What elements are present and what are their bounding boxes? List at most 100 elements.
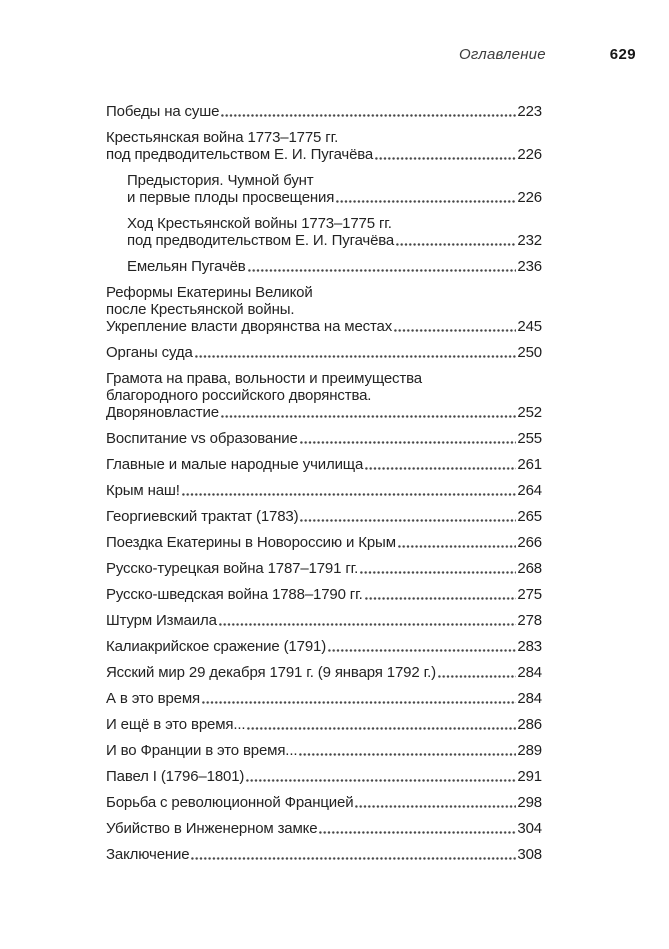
toc-entry-line: Органы суда 250	[106, 344, 542, 361]
toc-entry-line: и первые плоды просвещения 226	[127, 189, 542, 206]
toc-entry-title: Убийство в Инженерном замке	[106, 820, 318, 837]
toc-entry-line: Емельян Пугачёв 236	[127, 258, 542, 275]
toc-entry: Реформы Екатерины Великой после Крестьянс…	[106, 284, 542, 335]
dot-leader	[247, 726, 517, 730]
toc-entry-page: 291	[517, 768, 542, 785]
toc-entry-title: Реформы Екатерины Великой	[106, 284, 313, 301]
toc-entry-title: Органы суда	[106, 344, 193, 361]
dot-leader	[220, 414, 517, 418]
toc-entry-title: Грамота на права, вольности и преимущест…	[106, 370, 422, 387]
toc-entry: Русско-турецкая война 1787–1791 гг. 268	[106, 560, 542, 577]
toc-entry-line: Павел I (1796–1801) 291	[106, 768, 542, 785]
dot-leader	[194, 354, 517, 358]
toc-entry-page: 226	[517, 146, 542, 163]
toc-entry-page: 289	[517, 742, 542, 759]
toc-entry: Предыстория. Чумной бунт и первые плоды п…	[106, 172, 542, 206]
toc-entry-page: 275	[517, 586, 542, 603]
toc-entry-title: Борьба с революционной Францией	[106, 794, 354, 811]
toc-entry-line: Штурм Измаила 278	[106, 612, 542, 629]
toc-entry-page: 232	[517, 232, 542, 249]
toc-entry: Крестьянская война 1773–1775 гг. под пред…	[106, 129, 542, 163]
toc-entry: Штурм Измаила 278	[106, 612, 542, 629]
dot-leader	[365, 466, 517, 470]
toc-entry-line: Крым наш! 264	[106, 482, 542, 499]
toc-entry-line: Грамота на права, вольности и преимущест…	[106, 370, 542, 387]
toc-entry-title: Предыстория. Чумной бунт	[127, 172, 314, 189]
toc-entry-line: Ясский мир 29 декабря 1791 г. (9 января …	[106, 664, 542, 681]
dot-leader	[437, 674, 517, 678]
toc-entry-title: Главные и малые народные училища	[106, 456, 364, 473]
toc-entry: Заключение 308	[106, 846, 542, 863]
toc-entry-page: 245	[517, 318, 542, 335]
toc-entry-line: Калиакрийское сражение (1791) 283	[106, 638, 542, 655]
toc-entry-page: 226	[517, 189, 542, 206]
toc-entry-line: А в это время 284	[106, 690, 542, 707]
dot-leader	[218, 622, 517, 626]
toc-entry-line: Заключение 308	[106, 846, 542, 863]
toc-entry-title: благородного российского дворянства.	[106, 387, 372, 404]
toc-entry-page: 283	[517, 638, 542, 655]
toc-entry-line: Ход Крестьянской войны 1773–1775 гг.	[127, 215, 542, 232]
toc-entry-page: 223	[517, 103, 542, 120]
toc-entry: И во Франции в это время... 289	[106, 742, 542, 759]
toc-entry-page: 255	[517, 430, 542, 447]
toc-entry-title: Ясский мир 29 декабря 1791 г. (9 января …	[106, 664, 436, 681]
running-title: Оглавление	[458, 46, 546, 63]
dot-leader	[394, 328, 517, 332]
toc-entry-page: 284	[517, 664, 542, 681]
toc-entry-line: Убийство в Инженерном замке 304	[106, 820, 542, 837]
toc-entry: И ещё в это время... 286	[106, 716, 542, 733]
toc-entry-page: 284	[517, 690, 542, 707]
dot-leader	[247, 268, 517, 272]
toc-entry-line: под предводительством Е. И. Пугачёва 226	[106, 146, 542, 163]
toc-entry-title: Победы на суше	[106, 103, 220, 120]
toc-entry-page: 250	[517, 344, 542, 361]
toc-entry-title: Укрепление власти дворянства на местах	[106, 318, 393, 335]
toc-entry-title: под предводительством Е. И. Пугачёва	[127, 232, 395, 249]
toc-entry-title: И ещё в это время...	[106, 716, 246, 733]
toc-entry-page: 286	[517, 716, 542, 733]
toc-entry: Русско-шведская война 1788–1790 гг. 275	[106, 586, 542, 603]
toc-entry-line: Главные и малые народные училища 261	[106, 456, 542, 473]
toc-entry-line: Русско-шведская война 1788–1790 гг. 275	[106, 586, 542, 603]
toc-entry-line: Предыстория. Чумной бунт	[127, 172, 542, 189]
dot-leader	[299, 752, 517, 756]
toc-entry-title: Заключение	[106, 846, 190, 863]
toc-entry-page: 278	[517, 612, 542, 629]
toc-entry-title: Калиакрийское сражение (1791)	[106, 638, 327, 655]
toc-entry: Убийство в Инженерном замке 304	[106, 820, 542, 837]
dot-leader	[375, 156, 517, 160]
toc-entry-line: Реформы Екатерины Великой	[106, 284, 542, 301]
toc-entry-page: 236	[517, 258, 542, 275]
toc-entry-line: Русско-турецкая война 1787–1791 гг. 268	[106, 560, 542, 577]
toc-entry-line: под предводительством Е. И. Пугачёва 232	[127, 232, 542, 249]
toc-entry-page: 308	[517, 846, 542, 863]
dot-leader	[364, 596, 517, 600]
toc-entry-page: 264	[517, 482, 542, 499]
toc-entry-title: Крестьянская война 1773–1775 гг.	[106, 129, 339, 146]
toc-entry-line: благородного российского дворянства.	[106, 387, 542, 404]
toc-entry: Ясский мир 29 декабря 1791 г. (9 января …	[106, 664, 542, 681]
toc-entry-title: после Крестьянской войны.	[106, 301, 295, 318]
dot-leader	[396, 242, 517, 246]
toc-entry-line: Борьба с революционной Францией 298	[106, 794, 542, 811]
toc-entry-line: И ещё в это время... 286	[106, 716, 542, 733]
toc-entry: Крым наш! 264	[106, 482, 542, 499]
toc-entry-title: Георгиевский трактат (1783)	[106, 508, 299, 525]
toc-entry-title: А в это время	[106, 690, 200, 707]
toc-entry-line: Победы на суше 223	[106, 103, 542, 120]
dot-leader	[246, 778, 517, 782]
toc-entry: Георгиевский трактат (1783) 265	[106, 508, 542, 525]
toc-entry: Органы суда 250	[106, 344, 542, 361]
toc-entry-title: Русско-шведская война 1788–1790 гг.	[106, 586, 363, 603]
toc-entry: Воспитание vs образование 255	[106, 430, 542, 447]
toc-entry-title: Поездка Екатерины в Новороссию и Крым	[106, 534, 396, 551]
toc-entry: Грамота на права, вольности и преимущест…	[106, 370, 542, 421]
dot-leader	[328, 648, 517, 652]
dot-leader	[181, 492, 517, 496]
dot-leader	[191, 856, 517, 860]
toc-entry: Павел I (1796–1801) 291	[106, 768, 542, 785]
toc-entry-line: Воспитание vs образование 255	[106, 430, 542, 447]
toc-entry: Главные и малые народные училища 261	[106, 456, 542, 473]
